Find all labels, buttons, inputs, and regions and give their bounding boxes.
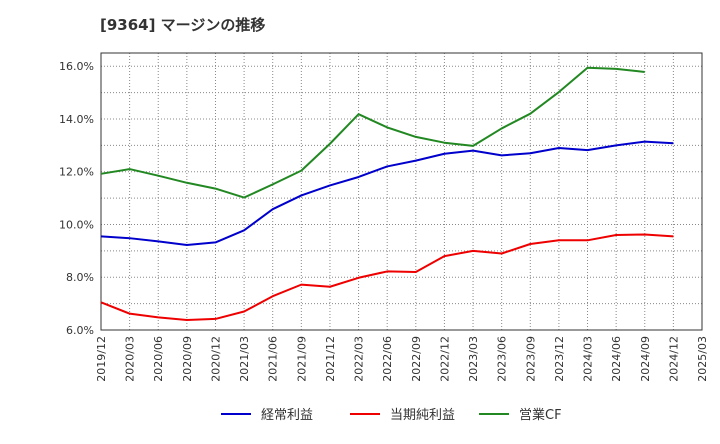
- y-tick-label: 12.0%: [59, 166, 94, 179]
- x-tick-label: 2022/06: [381, 336, 394, 382]
- legend-label: 営業CF: [519, 407, 562, 423]
- x-tick-label: 2019/12: [95, 336, 108, 382]
- x-tick-label: 2023/03: [467, 336, 480, 382]
- legend-label: 経常利益: [261, 408, 313, 423]
- y-tick-label: 16.0%: [59, 60, 94, 73]
- x-tick-label: 2020/12: [209, 336, 222, 382]
- series-line-当期純利益: [100, 233, 674, 321]
- y-tick-label: 6.0%: [66, 324, 94, 337]
- x-tick-label: 2021/03: [238, 336, 251, 382]
- x-tick-label: 2020/03: [124, 336, 137, 382]
- x-tick-label: 2024/12: [667, 336, 680, 382]
- x-tick-label: 2020/09: [181, 336, 194, 382]
- x-tick-label: 2021/12: [324, 336, 337, 382]
- x-tick-label: 2022/03: [353, 336, 366, 382]
- chart-title: [9364] マージンの推移: [100, 16, 266, 34]
- x-tick-label: 2021/09: [295, 336, 308, 382]
- plot-area: [101, 53, 702, 330]
- x-tick-label: 2025/03: [696, 336, 709, 382]
- x-tick-label: 2022/09: [410, 336, 423, 382]
- x-tick-label: 2023/12: [553, 336, 566, 382]
- y-tick-label: 10.0%: [59, 218, 94, 231]
- y-tick-label: 14.0%: [59, 113, 94, 126]
- x-tick-label: 2024/06: [610, 336, 623, 382]
- x-tick-label: 2020/06: [152, 336, 165, 382]
- x-tick-label: 2024/03: [582, 336, 595, 382]
- x-tick-label: 2023/06: [496, 336, 509, 382]
- y-tick-label: 8.0%: [66, 271, 94, 284]
- x-tick-label: 2023/09: [524, 336, 537, 382]
- x-tick-label: 2021/06: [267, 336, 280, 382]
- series-line-営業CF: [100, 66, 645, 199]
- plot-frame: [100, 52, 703, 331]
- legend-label: 当期純利益: [390, 408, 455, 423]
- x-tick-label: 2022/12: [438, 336, 451, 382]
- x-tick-label: 2024/09: [639, 336, 652, 382]
- series-line-経常利益: [100, 140, 674, 247]
